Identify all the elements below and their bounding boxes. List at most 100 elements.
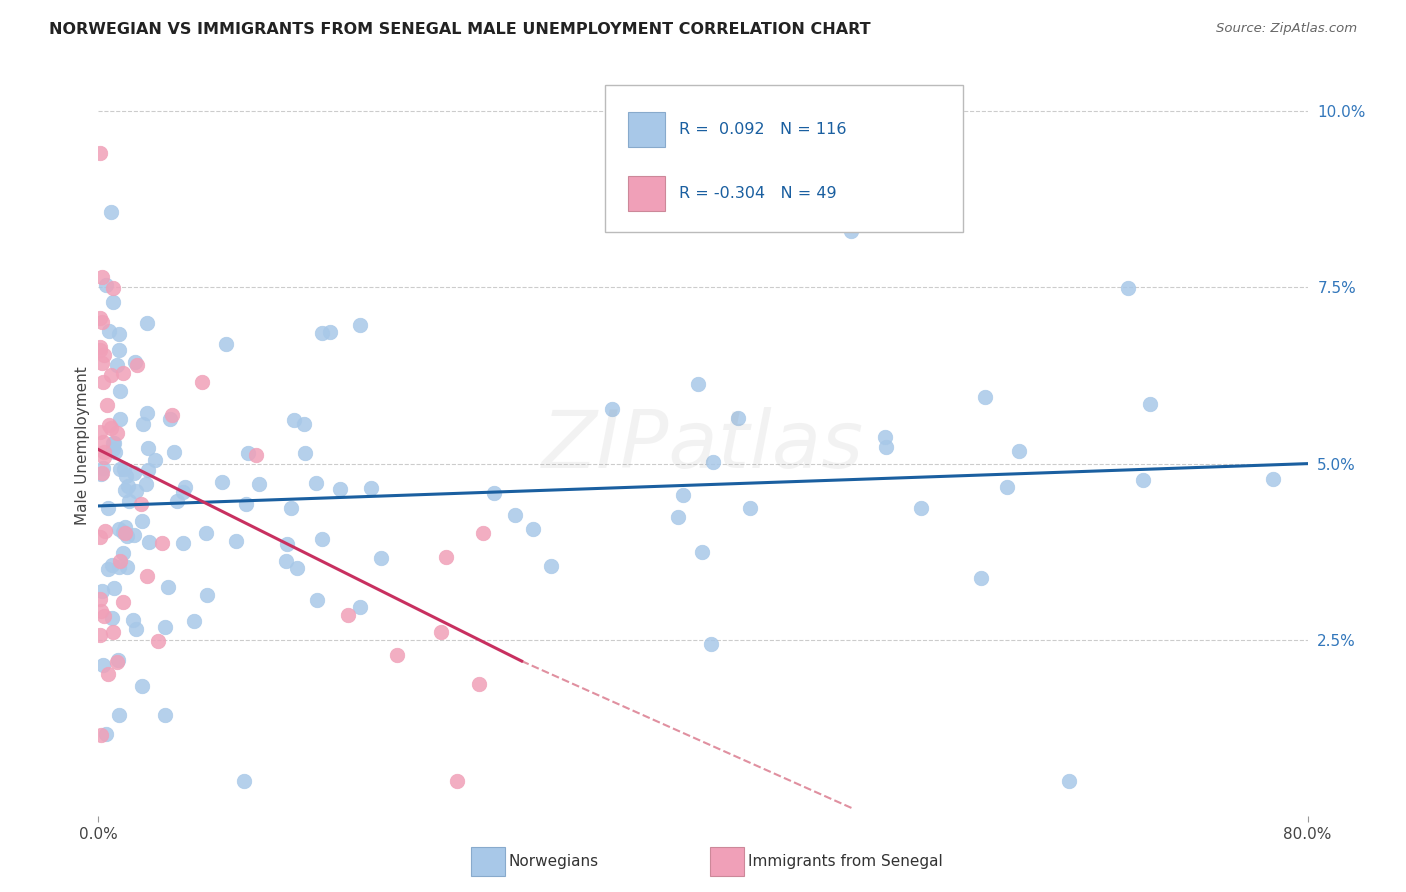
Point [100,368,122,383]
Point [225,534,247,549]
Point [276,536,298,550]
Point [89,310,111,325]
Point [329,482,352,496]
Point [247,477,270,491]
Point [191,375,214,389]
Point [385,648,408,662]
Point [98,418,121,433]
Point [311,532,333,546]
Point [108,326,131,341]
Point [105,358,128,372]
Point [131,514,153,528]
Point [727,411,749,425]
Point [150,535,173,549]
Point [690,545,713,559]
Point [105,655,128,669]
Point [1263,472,1285,486]
Point [446,773,468,788]
Point [468,676,491,690]
Point [974,390,997,404]
Point [235,497,257,511]
Point [292,417,315,431]
Point [105,425,128,440]
Text: R = -0.304   N = 49: R = -0.304 N = 49 [679,186,837,201]
Point [114,525,136,540]
Point [97,667,120,681]
Point [91,375,114,389]
Point [135,406,157,420]
Point [215,337,238,351]
Point [124,354,146,368]
Point [122,613,145,627]
Point [112,366,135,380]
Point [311,326,333,341]
Point [97,501,120,516]
Point [700,637,723,651]
Point [108,343,131,357]
Point [160,409,183,423]
Point [349,600,371,615]
Text: Immigrants from Senegal: Immigrants from Senegal [748,855,943,869]
Point [103,582,125,596]
Point [429,624,451,639]
Point [434,549,457,564]
Point [138,534,160,549]
Point [285,561,308,575]
Point [93,450,115,464]
Point [172,485,194,500]
Point [100,205,122,219]
Point [101,558,124,573]
Point [336,607,359,622]
Point [100,421,122,435]
Point [995,480,1018,494]
Point [89,592,111,607]
Text: Norwegians: Norwegians [509,855,599,869]
Point [112,594,135,608]
Point [89,628,111,642]
Point [94,277,117,292]
Point [143,452,166,467]
Point [211,475,233,489]
Point [159,412,181,426]
Point [1116,281,1139,295]
Point [125,483,148,498]
Point [482,485,505,500]
Text: Source: ZipAtlas.com: Source: ZipAtlas.com [1216,22,1357,36]
Point [873,430,896,444]
Point [197,588,219,602]
Point [118,494,141,508]
Point [136,462,159,476]
Point [307,592,329,607]
Point [101,294,124,309]
Point [93,609,115,624]
Point [89,425,111,440]
Point [183,614,205,628]
Point [305,476,328,491]
Point [125,358,148,372]
Point [153,708,176,723]
Point [136,441,159,455]
Point [969,571,991,585]
Point [875,440,897,454]
Point [1057,773,1080,788]
Point [910,500,932,515]
Point [522,522,544,536]
Point [108,462,131,476]
Point [101,442,124,456]
Point [114,520,136,534]
Point [172,536,194,550]
Point [360,481,382,495]
Point [173,480,195,494]
Point [107,653,129,667]
Point [125,622,148,636]
Point [97,562,120,576]
Point [702,455,724,469]
Point [90,356,112,370]
Point [122,528,145,542]
Point [318,325,340,339]
Point [276,554,298,568]
Point [91,461,114,475]
Point [148,634,170,648]
Point [686,376,709,391]
Point [104,445,127,459]
